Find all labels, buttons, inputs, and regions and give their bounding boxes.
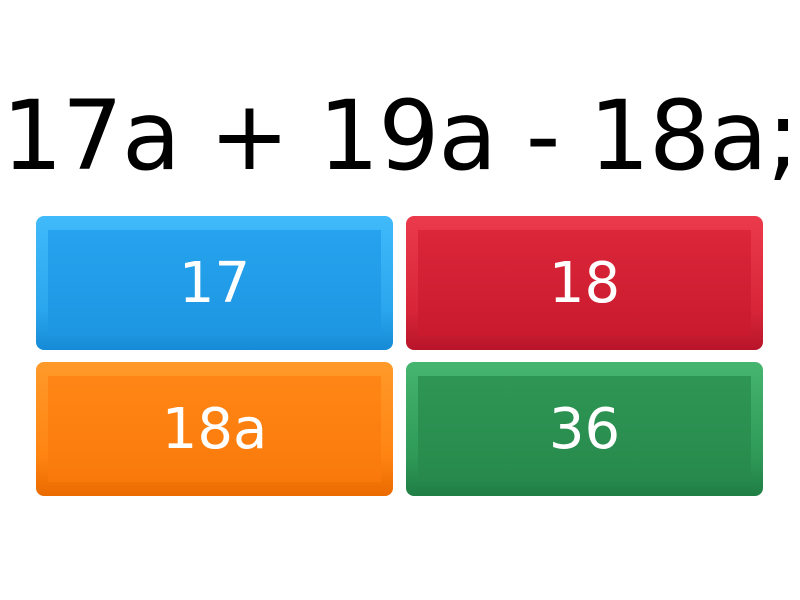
- answer-label: 18: [548, 250, 621, 316]
- answer-button-2[interactable]: 18: [406, 216, 763, 350]
- button-face: [418, 230, 751, 336]
- button-face: [48, 376, 381, 482]
- button-face: [418, 376, 751, 482]
- answer-button-3[interactable]: 18a: [36, 362, 393, 496]
- button-face: [48, 230, 381, 336]
- answer-label: 17: [178, 250, 251, 316]
- answer-label: 36: [548, 396, 621, 462]
- question-text: 17a + 19a - 18a;: [1, 80, 799, 192]
- answer-button-1[interactable]: 17: [36, 216, 393, 350]
- answer-button-4[interactable]: 36: [406, 362, 763, 496]
- answer-label: 18a: [161, 396, 268, 462]
